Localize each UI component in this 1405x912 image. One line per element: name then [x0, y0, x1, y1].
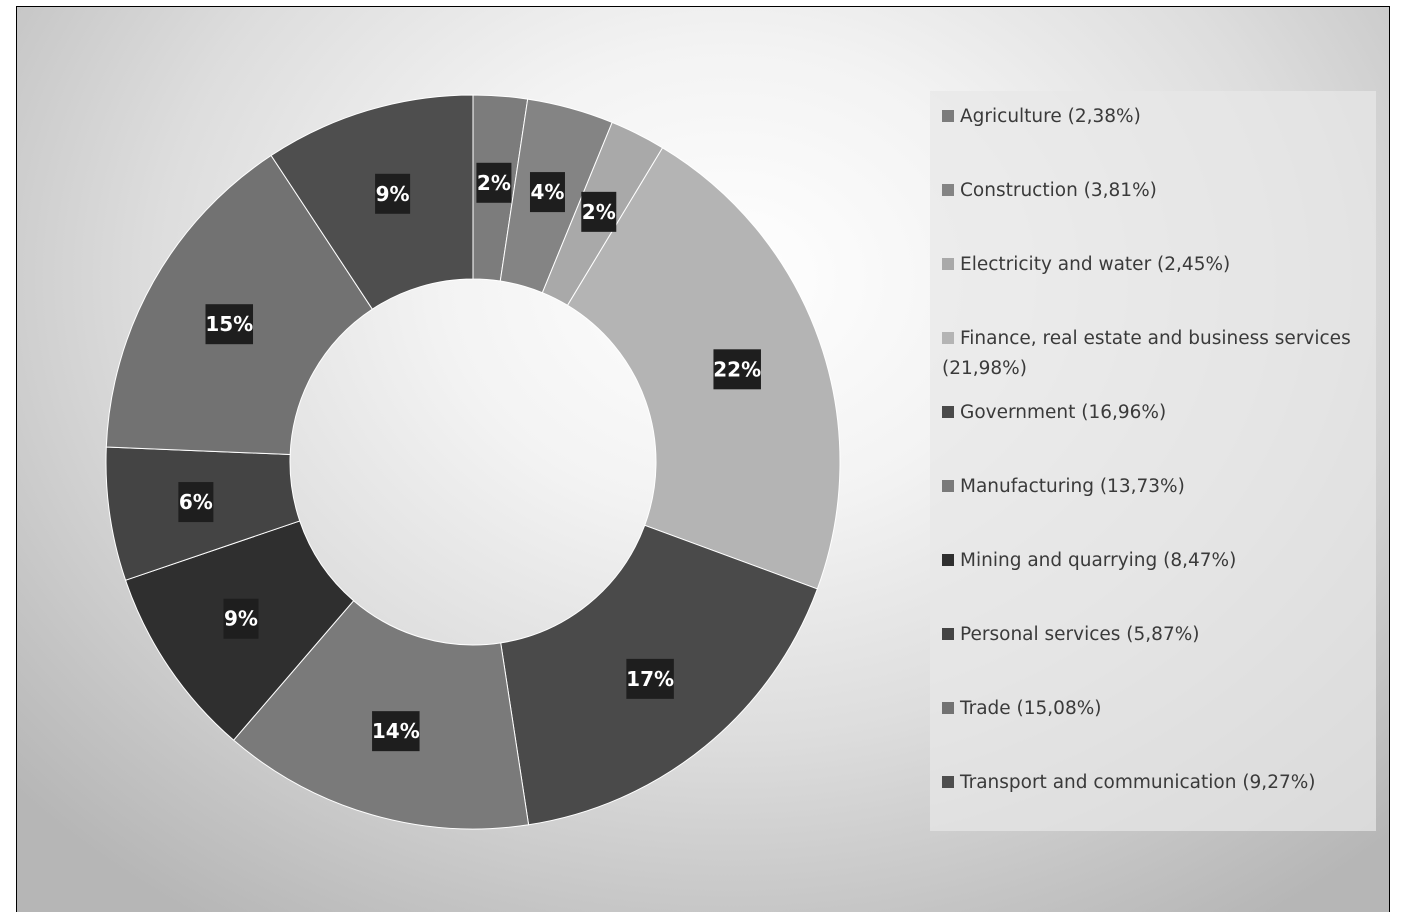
- data-label-box: [375, 173, 411, 214]
- data-label-box: [223, 598, 259, 639]
- legend-label: Agriculture (2,38%): [960, 106, 1141, 127]
- data-label: 6%: [178, 482, 214, 523]
- data-label-box: [205, 304, 254, 345]
- data-label-box: [626, 658, 674, 699]
- legend-swatch: [942, 480, 954, 492]
- legend-item: Mining and quarrying (8,47%): [942, 546, 1367, 576]
- slice-transport-and-communication: [270, 94, 474, 310]
- legend-swatch: [942, 258, 954, 270]
- data-label-box: [372, 711, 420, 752]
- data-label: 2%: [476, 162, 512, 203]
- data-label-box: [178, 482, 214, 523]
- data-label-text: 14%: [372, 719, 420, 743]
- legend-label: Trade (15,08%): [960, 698, 1102, 719]
- legend-label: Government (16,96%): [960, 402, 1167, 423]
- legend-label: Finance, real estate and business servic…: [942, 328, 1351, 379]
- legend-label: Transport and communication (9,27%): [960, 772, 1316, 793]
- legend-label: Personal services (5,87%): [960, 624, 1200, 645]
- chart-area: 2% 4% 2% 22% 17% 14% 9% 6% 15% 9% Agriculture (2,…: [16, 6, 1390, 912]
- data-label: 14%: [372, 711, 420, 752]
- legend-item: Transport and communication (9,27%): [942, 768, 1367, 798]
- legend-label: Electricity and water (2,45%): [960, 254, 1231, 275]
- legend-label: Construction (3,81%): [960, 180, 1157, 201]
- data-label-text: 17%: [626, 667, 674, 691]
- data-label-text: 4%: [530, 180, 564, 204]
- data-label-text: 6%: [179, 490, 213, 514]
- data-label: 4%: [529, 172, 565, 213]
- legend-swatch: [942, 702, 954, 714]
- legend-item: Manufacturing (13,73%): [942, 472, 1367, 502]
- data-label-text: 2%: [477, 171, 511, 195]
- data-label-text: 2%: [582, 200, 616, 224]
- legend-item: Agriculture (2,38%): [942, 102, 1367, 132]
- legend-item: Construction (3,81%): [942, 176, 1367, 206]
- data-label-box: [476, 162, 512, 203]
- data-label-box: [713, 349, 761, 390]
- legend-swatch: [942, 406, 954, 418]
- data-label-text: 9%: [224, 607, 258, 631]
- data-label: 2%: [581, 191, 617, 232]
- legend-swatch: [942, 776, 954, 788]
- legend-swatch: [942, 110, 954, 122]
- legend-swatch: [942, 332, 954, 344]
- slice-finance-real-estate-and-business-services: [566, 147, 841, 590]
- legend-swatch: [942, 184, 954, 196]
- data-label-text: 15%: [205, 312, 253, 336]
- data-label: 17%: [626, 658, 674, 699]
- data-label-box: [529, 172, 565, 213]
- legend-label: Manufacturing (13,73%): [960, 476, 1185, 497]
- donut-chart: 2% 4% 2% 22% 17% 14% 9% 6% 15% 9%: [105, 94, 841, 830]
- legend-swatch: [942, 628, 954, 640]
- data-label: 9%: [223, 598, 259, 639]
- legend-swatch: [942, 554, 954, 566]
- legend-item: Government (16,96%): [942, 398, 1367, 428]
- legend-item: Trade (15,08%): [942, 694, 1367, 724]
- legend-item: Personal services (5,87%): [942, 620, 1367, 650]
- legend-item: Electricity and water (2,45%): [942, 250, 1367, 280]
- data-label: 15%: [205, 304, 254, 345]
- legend-item: Finance, real estate and business servic…: [942, 324, 1367, 384]
- data-label-text: 22%: [713, 357, 761, 381]
- legend-label: Mining and quarrying (8,47%): [960, 550, 1237, 571]
- data-label-text: 9%: [376, 182, 410, 206]
- data-label: 22%: [713, 349, 761, 390]
- data-label-box: [581, 191, 617, 232]
- data-label: 9%: [375, 173, 411, 214]
- chart-legend: Agriculture (2,38%) Construction (3,81%) E…: [930, 91, 1376, 831]
